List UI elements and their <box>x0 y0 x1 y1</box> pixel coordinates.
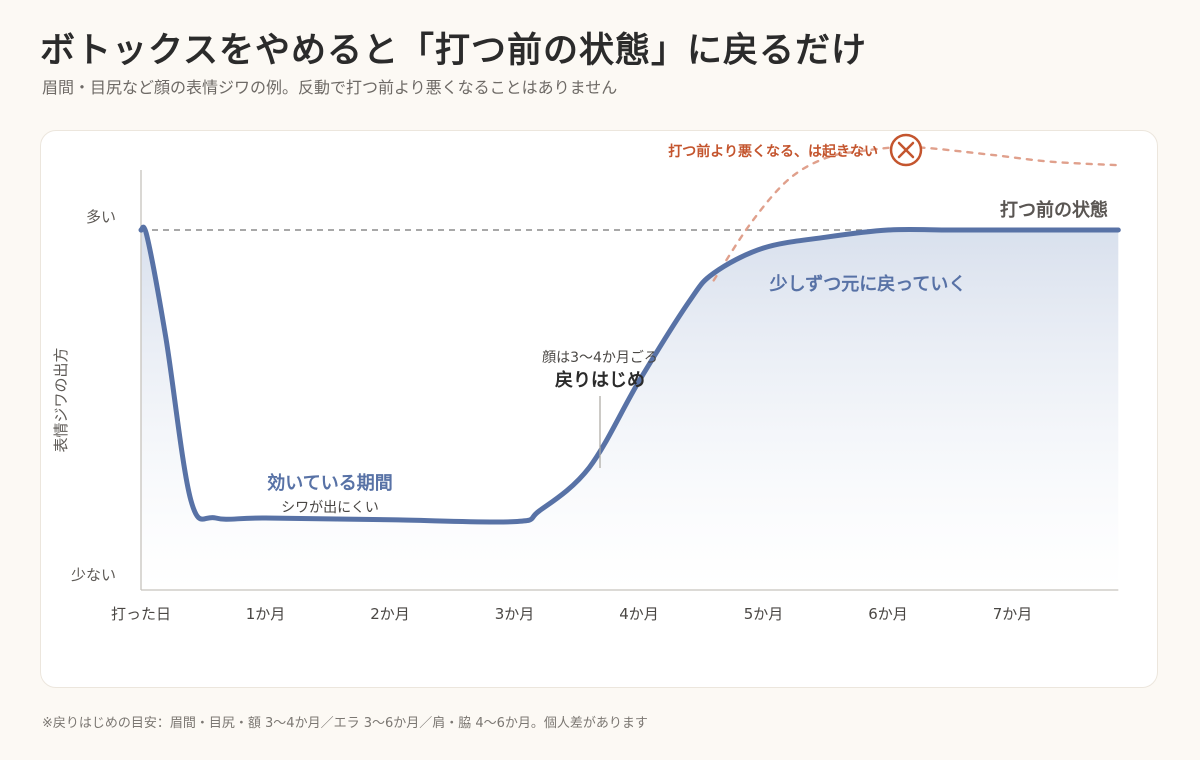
annotation-effective-sub: シワが出にくい <box>281 500 379 516</box>
cross-circle-icon <box>889 133 923 167</box>
y-tick-label-high: 多い <box>86 208 116 226</box>
x-tick-label: 7か月 <box>993 605 1033 623</box>
x-tick-label: 3か月 <box>495 605 535 623</box>
x-tick-label: 打った日 <box>111 605 171 623</box>
y-tick-label-low: 少ない <box>71 566 116 584</box>
y-axis-title: 表情ジワの出方 <box>52 347 70 452</box>
main-series-line <box>138 224 1121 525</box>
x-tick-label: 6か月 <box>868 605 908 623</box>
annotation-return-bold: 戻りはじめ <box>555 369 645 391</box>
x-tick-label: 1か月 <box>246 605 286 623</box>
x-tick-label: 4か月 <box>619 605 659 623</box>
page-subtitle: 眉間・目尻など顔の表情ジワの例。反動で打つ前より悪くなることはありません <box>42 78 618 97</box>
annotation-before-state: 打つ前の状態 <box>1000 199 1108 221</box>
footnote: ※戻りはじめの目安：眉間・目尻・額 3〜4か月／エラ 3〜6か月／肩・脇 4〜6… <box>42 716 648 731</box>
page-title: ボトックスをやめると「打つ前の状態」に戻るだけ <box>40 31 867 71</box>
x-tick-label: 2か月 <box>370 605 410 623</box>
annotation-return-small: 顔は3〜4か月ごろ <box>542 350 658 366</box>
x-tick-label: 5か月 <box>744 605 784 623</box>
rebound-myth-line <box>712 145 1120 282</box>
annotation-effective-title: 効いている期間 <box>267 472 392 494</box>
annotation-myth: 打つ前より悪くなる、は起きない <box>668 143 878 160</box>
annotation-gradual: 少しずつ元に戻っていく <box>769 273 967 295</box>
area-fill <box>141 227 1119 590</box>
